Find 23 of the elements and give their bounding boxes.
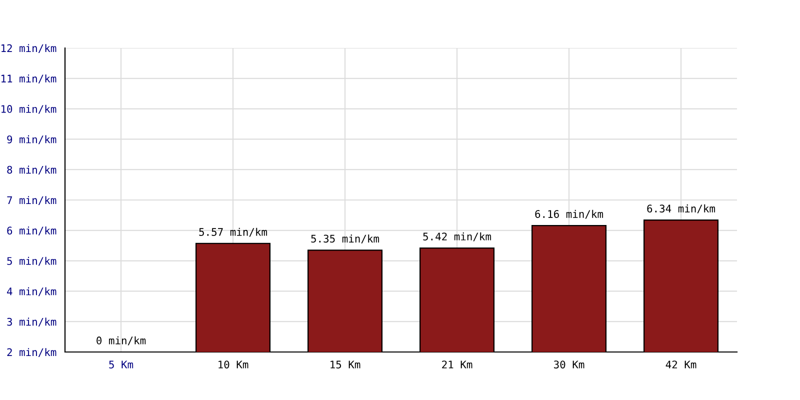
y-tick-label: 6 min/km [7,226,56,236]
data-label: 6.34 min/km [647,204,715,214]
y-tick-label: 5 min/km [7,256,56,266]
x-tick-label: 10 Km [218,360,248,368]
y-tick-label: 8 min/km [7,166,56,175]
x-tick-label: 30 Km [554,360,584,368]
data-label: 6.16 min/km [535,210,603,219]
y-tick-label: 11 min/km [1,74,56,84]
text: 0 min/km [96,336,146,346]
y-tick-label: 12 min/km [1,44,56,53]
y-tick-label: 4 min/km [7,287,56,296]
y-tick-label: 3 min/km [7,318,56,327]
x-tick-label: 5 Km [109,360,134,368]
y-tick-label: 2 min/km [7,348,56,357]
x-tick-label: 21 Km [442,360,472,368]
x-tick-label: 15 Km [330,360,360,368]
data-label: 5.57 min/km [199,228,267,237]
y-tick-label: 7 min/km [7,196,56,205]
x-tick-label: 42 Km [666,360,696,368]
y-tick-label: 10 min/km [1,104,56,114]
data-label: 5.35 min/km [311,234,379,244]
y-tick-label: 9 min/km [7,135,56,144]
data-label: 5.42 min/km [423,232,491,242]
